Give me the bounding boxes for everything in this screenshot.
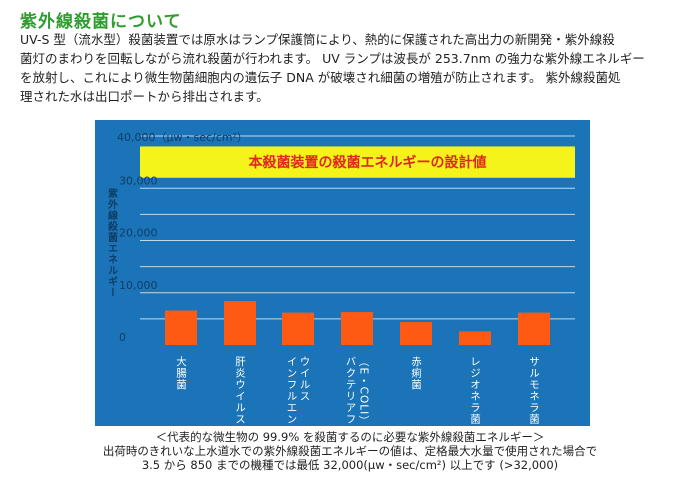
y-unit-label: 40,000（μw・sec/cm²） — [117, 131, 248, 144]
bar — [282, 312, 314, 345]
page-title: 紫外線殺菌について — [20, 12, 182, 32]
y-axis-label: 紫外線殺菌エネルギー — [106, 187, 119, 298]
category-label: 肝炎ウイルス — [234, 356, 246, 425]
category-label: 赤痢菌 — [410, 356, 422, 391]
category-label: バクテリアファージ — [345, 356, 357, 426]
bar — [459, 331, 491, 345]
category-label: サルモネラ菌 — [528, 356, 540, 425]
intro-line: 菌灯のまわりを回転しながら流れ殺菌が行われます。 UV ランプは波長が 253.… — [20, 51, 645, 66]
bar — [518, 312, 550, 345]
category-label: 大腸菌 — [175, 355, 187, 390]
y-tick-label: 0 — [119, 331, 126, 344]
category-label: （E・COLI） — [358, 356, 370, 426]
bar — [224, 301, 256, 345]
chart-caption: ＜代表的な微生物の 99.9% を殺菌するのに必要な紫外線殺菌エネルギー＞ — [155, 430, 545, 444]
intro-text: UV-S 型（流水型）殺菌装置では原水はランプ保護筒により、熱的に保護された高出… — [20, 30, 685, 106]
bar — [165, 310, 197, 345]
category-label: レジオネラ菌 — [469, 356, 481, 425]
y-tick-label: 30,000 — [119, 174, 158, 187]
category-label: ウイルス — [299, 356, 311, 402]
bar — [341, 312, 373, 345]
note-line: 出荷時のきれいな上水道水での紫外線殺菌エネルギーの値は、定格最大水量で使用された… — [102, 444, 598, 458]
intro-line: を放射し、これにより微生物菌細胞内の遺伝子 DNA が破壊され細菌の増殖が防止さ… — [20, 70, 621, 85]
note-line: 3.5 から 850 までの機種では最低 32,000(μw・sec/cm²) … — [141, 458, 559, 472]
bar — [400, 322, 432, 345]
intro-line: 理された水は出口ポートから排出されます。 — [20, 89, 269, 104]
intro-line: UV-S 型（流水型）殺菌装置では原水はランプ保護筒により、熱的に保護された高出… — [20, 32, 615, 47]
y-tick-label: 20,000 — [119, 227, 158, 240]
design-band — [140, 146, 575, 178]
category-label: インフルエンザ — [286, 356, 298, 426]
chart-panel: 本殺菌装置の殺菌エネルギーの設計値 40,000（μw・sec/cm²） 0 10,0… — [95, 120, 590, 426]
design-band-label: 本殺菌装置の殺菌エネルギーの設計値 — [249, 154, 487, 171]
y-tick-label: 10,000 — [119, 279, 158, 292]
